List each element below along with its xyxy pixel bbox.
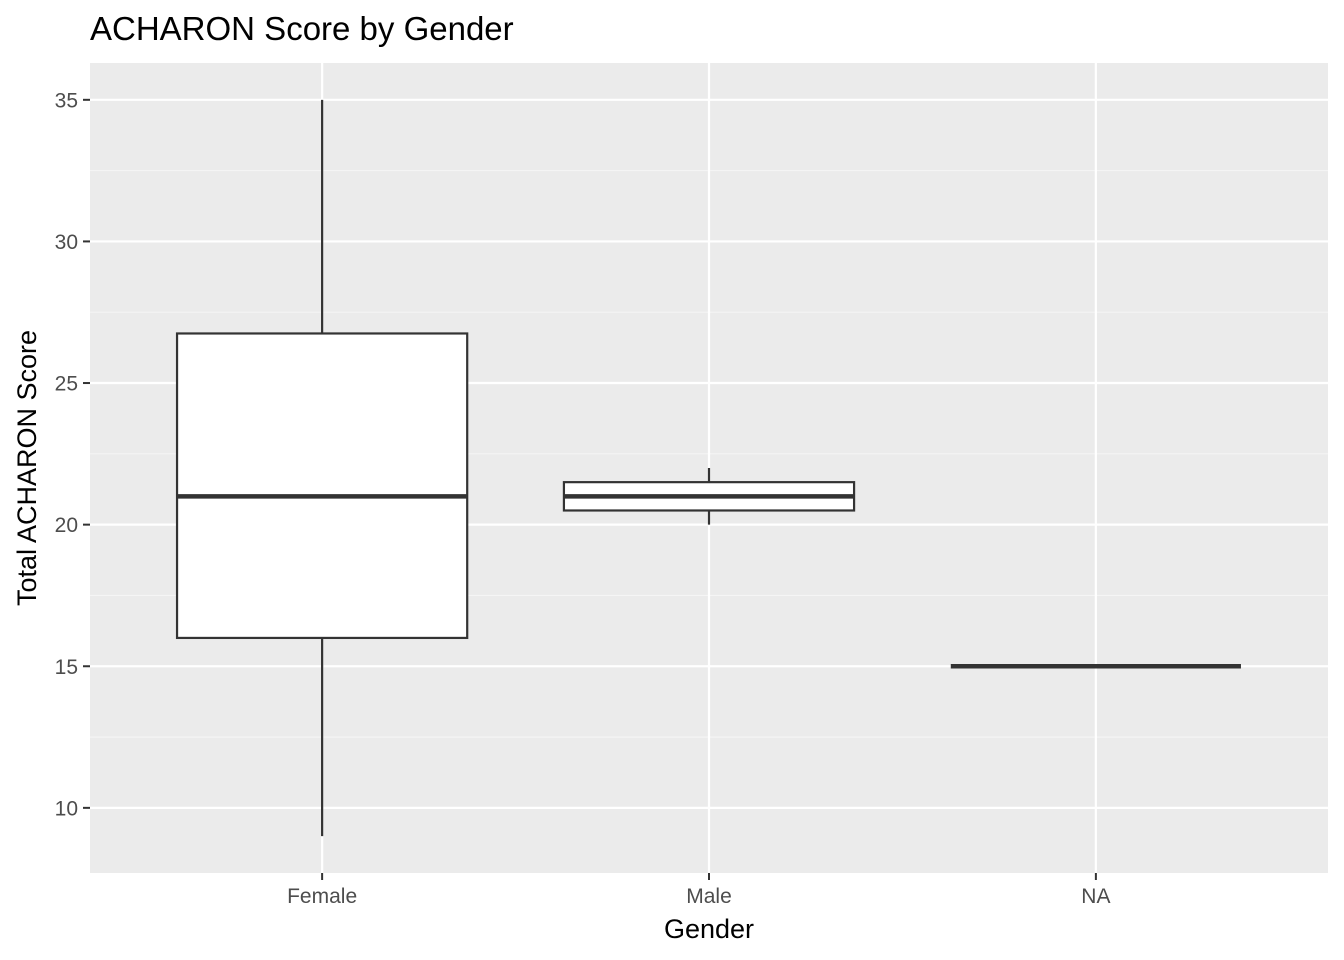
y-tick-label: 20 (55, 514, 78, 537)
box-male (562, 468, 856, 525)
y-tick-label: 25 (55, 373, 78, 396)
y-axis-ticks: 10 15 20 25 30 35 (55, 89, 90, 820)
x-tick-label: Female (287, 885, 357, 908)
x-tick-label: NA (1081, 885, 1110, 908)
x-tick-label: Male (686, 885, 732, 908)
chart-title: ACHARON Score by Gender (90, 10, 514, 47)
box-female (175, 99, 469, 837)
y-tick-label: 15 (55, 656, 78, 679)
box-body (175, 332, 469, 640)
x-axis-title: Gender (664, 914, 754, 944)
y-tick-label: 10 (55, 797, 78, 820)
y-tick-label: 30 (55, 231, 78, 254)
x-axis-ticks: Female Male NA (287, 873, 1110, 908)
y-axis-title: Total ACHARON Score (12, 330, 42, 606)
boxes (175, 99, 1241, 837)
y-tick-label: 35 (55, 89, 78, 112)
